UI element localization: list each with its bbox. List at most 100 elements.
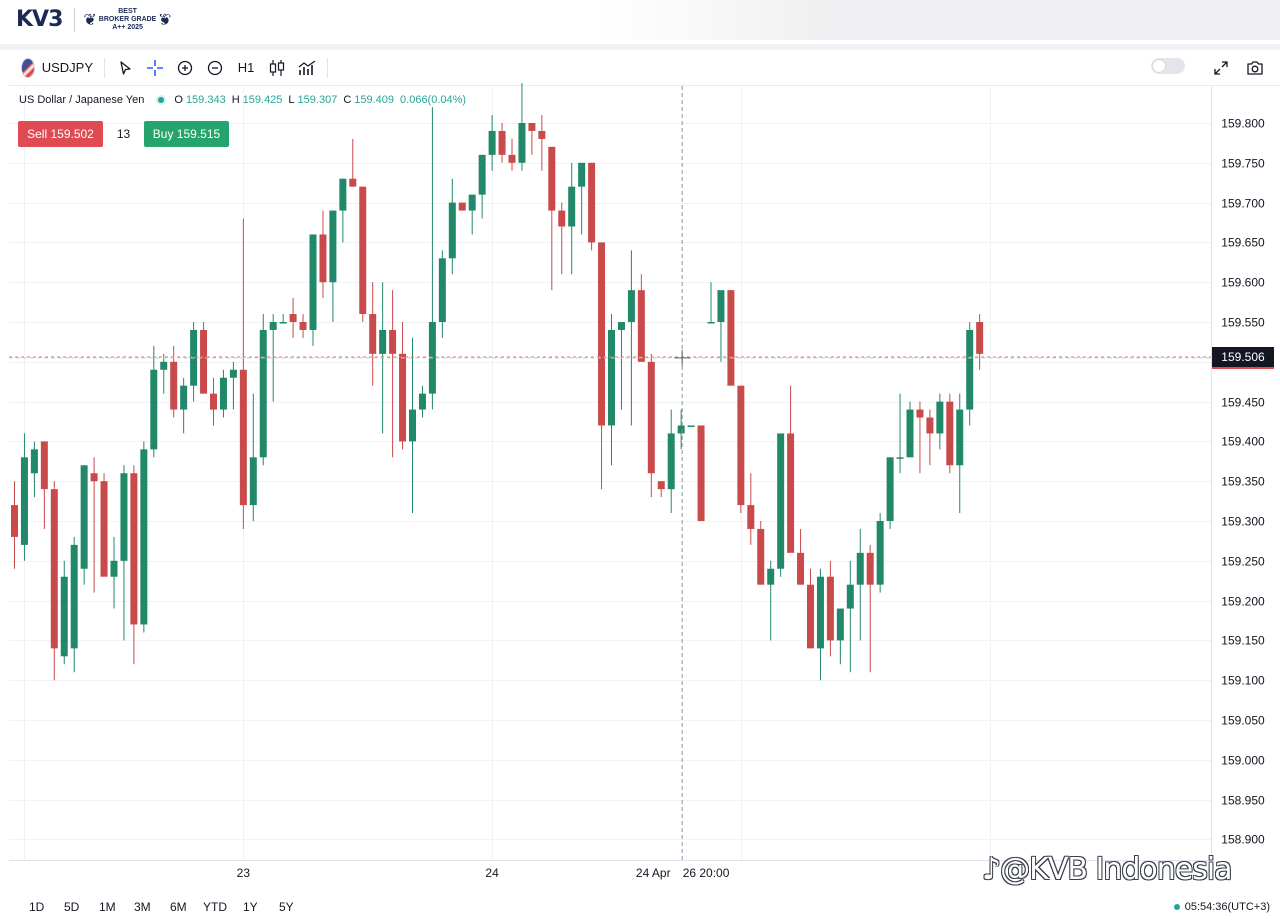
range-5y[interactable]: 5Y — [279, 900, 294, 914]
close-label: C — [343, 94, 352, 106]
candle-body — [548, 146, 556, 211]
price-tick-label: 159.300 — [1221, 515, 1265, 529]
zoom-in-button[interactable] — [173, 50, 197, 85]
price-tick-label: 159.000 — [1221, 754, 1265, 768]
candle-body — [956, 409, 964, 466]
candle-body — [418, 393, 426, 410]
buy-button[interactable]: Buy 159.515 — [144, 121, 229, 147]
range-3m[interactable]: 3M — [134, 900, 151, 914]
candle-body — [727, 290, 735, 386]
candle-body — [438, 258, 446, 322]
indicators-icon — [298, 60, 316, 75]
candle-body — [836, 608, 844, 641]
candle-body — [697, 425, 705, 521]
candle-body — [309, 234, 317, 330]
crosshair-button[interactable] — [143, 50, 167, 85]
candle-body — [807, 584, 814, 649]
candle-body — [787, 433, 795, 553]
sell-button[interactable]: Sell 159.502 — [18, 121, 103, 147]
candle-body — [200, 329, 208, 394]
price-tick-label: 159.750 — [1221, 157, 1265, 171]
symbol-selector[interactable]: USDJPY — [21, 50, 93, 85]
time-tick-label: 24 Apr — [636, 866, 671, 880]
candle-body — [767, 568, 775, 585]
range-1y[interactable]: 1Y — [243, 900, 258, 914]
open-value: 159.343 — [185, 94, 226, 106]
price-tick-label: 158.950 — [1221, 794, 1265, 808]
candle-body — [777, 433, 785, 569]
candle-body — [568, 186, 576, 227]
candle-body — [319, 234, 327, 283]
chart-frame — [9, 50, 1280, 922]
candle-body — [50, 489, 58, 649]
candle-body — [538, 130, 546, 139]
zoom-out-button[interactable] — [203, 50, 227, 85]
candle-body — [816, 576, 824, 649]
price-tick-label: 159.200 — [1221, 595, 1265, 609]
candle-body — [229, 369, 237, 378]
low-value: 159.307 — [297, 94, 338, 106]
candle-body — [866, 552, 874, 585]
candle-body — [210, 393, 217, 410]
candle-body — [608, 329, 615, 426]
candles — [11, 83, 984, 681]
candle-body — [349, 178, 357, 187]
candle-body — [329, 210, 337, 283]
screenshot-button[interactable] — [1243, 50, 1267, 85]
fullscreen-button[interactable] — [1209, 50, 1233, 85]
candle-body — [299, 322, 307, 330]
zoom-out-icon — [207, 60, 223, 75]
chart-toolbar: USDJPY H1 — [9, 50, 1280, 86]
candle-body — [976, 322, 984, 354]
chart-legend: US Dollar / Japanese Yen O 159.343 H 159… — [19, 94, 472, 106]
candle-body — [936, 401, 944, 434]
price-tick-label: 159.600 — [1221, 276, 1265, 290]
top-bar: KV3 ❦ BEST BROKER GRADE A++ 2025 ❦ — [0, 0, 1280, 44]
brand-logo[interactable]: KV3 ❦ BEST BROKER GRADE A++ 2025 ❦ — [16, 7, 172, 32]
candle-body — [946, 401, 954, 466]
time-tick-label: 26 20:00 — [683, 866, 730, 880]
candle-body — [468, 194, 476, 211]
price-tick-label: 159.050 — [1221, 714, 1265, 728]
candle-body — [886, 457, 894, 521]
range-1m[interactable]: 1M — [99, 900, 116, 914]
cursor-button[interactable] — [113, 50, 137, 85]
indicators-button[interactable] — [295, 50, 319, 85]
candle-body — [249, 457, 257, 506]
candle-body — [389, 329, 397, 354]
candle-body — [667, 433, 675, 490]
candle-body — [657, 481, 665, 490]
range-ytd[interactable]: YTD — [203, 900, 227, 914]
range-5d[interactable]: 5D — [64, 900, 80, 914]
candle-body — [876, 521, 884, 585]
header-separator — [0, 44, 1280, 50]
clock-status-icon — [1173, 904, 1180, 910]
price-tick-label: 159.800 — [1221, 117, 1265, 131]
candle-body — [588, 162, 596, 243]
candle-body — [100, 481, 108, 577]
candle-body — [677, 425, 685, 434]
low-label: L — [288, 94, 295, 106]
chart-overlay — [9, 86, 1211, 860]
fullscreen-icon — [1214, 60, 1228, 75]
current-price-underline — [1212, 367, 1274, 369]
candle-body — [269, 322, 277, 330]
camera-icon — [1247, 60, 1263, 75]
time-axis: 23 24 24 Apr 26 20:00 — [9, 860, 1211, 880]
logo-divider — [74, 7, 76, 32]
candle-body — [90, 473, 98, 482]
range-1d[interactable]: 1D — [29, 900, 45, 914]
candle-body — [856, 552, 864, 585]
candle-body — [488, 130, 496, 155]
top-bar-background — [600, 0, 1280, 40]
range-6m[interactable]: 6M — [170, 900, 187, 914]
candle-body — [498, 130, 506, 155]
timeframe-button[interactable]: H1 — [237, 60, 255, 75]
candle-body — [239, 369, 247, 506]
chart-type-button[interactable] — [265, 50, 289, 85]
candle-body — [448, 202, 456, 259]
trading-toggle[interactable] — [1151, 58, 1185, 74]
watermark-text: @KVB Indonesia — [1000, 852, 1232, 887]
price-tick-label: 159.100 — [1221, 674, 1265, 688]
